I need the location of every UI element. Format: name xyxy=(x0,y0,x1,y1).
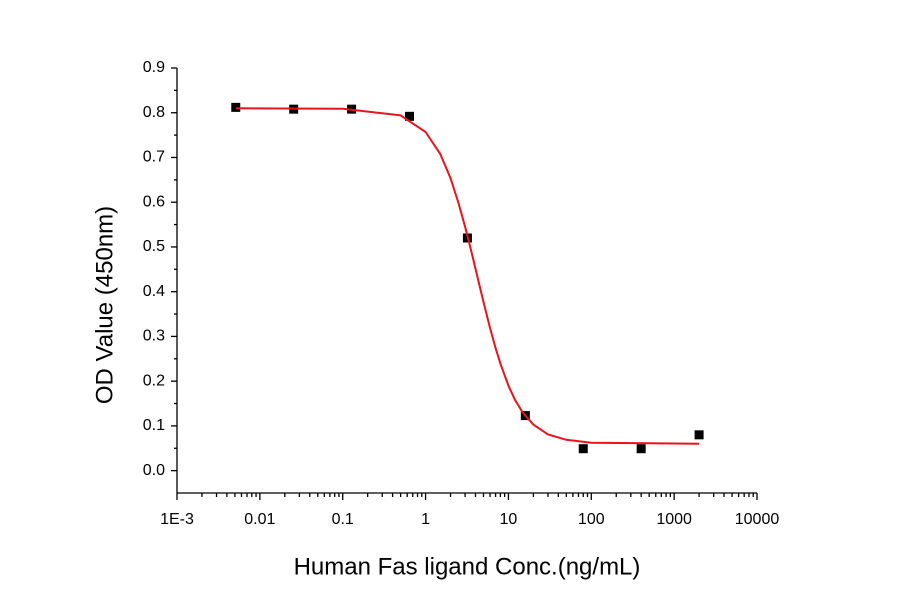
x-tick-label: 10 xyxy=(500,511,518,528)
y-tick-label: 0.2 xyxy=(143,372,165,389)
fit-curve xyxy=(235,107,700,445)
data-point xyxy=(405,111,415,121)
y-tick-label: 0.8 xyxy=(143,104,165,121)
x-axis-title: Human Fas ligand Conc.(ng/mL) xyxy=(294,553,641,580)
x-tick-label: 10000 xyxy=(735,511,780,528)
y-axis-title: OD Value (450nm) xyxy=(91,206,118,404)
y-tick-label: 0.1 xyxy=(143,417,165,434)
data-point xyxy=(231,102,241,112)
y-tick-label: 0.0 xyxy=(143,462,165,479)
y-tick-label: 0.3 xyxy=(143,328,165,345)
y-tick-label: 0.6 xyxy=(143,193,165,210)
x-tick-label: 1 xyxy=(421,511,430,528)
y-tick-label: 0.4 xyxy=(143,283,165,300)
x-tick-label: 100 xyxy=(578,511,605,528)
y-tick-label: 0.5 xyxy=(143,238,165,255)
y-tick-label: 0.9 xyxy=(143,59,165,76)
x-tick-label: 1E-3 xyxy=(160,511,194,528)
x-tick-label: 0.01 xyxy=(244,511,275,528)
data-point xyxy=(694,430,704,440)
data-point xyxy=(636,444,646,454)
data-point xyxy=(578,444,588,454)
x-tick-label: 1000 xyxy=(656,511,692,528)
x-tick-label: 0.1 xyxy=(332,511,354,528)
y-tick-label: 0.7 xyxy=(143,149,165,166)
